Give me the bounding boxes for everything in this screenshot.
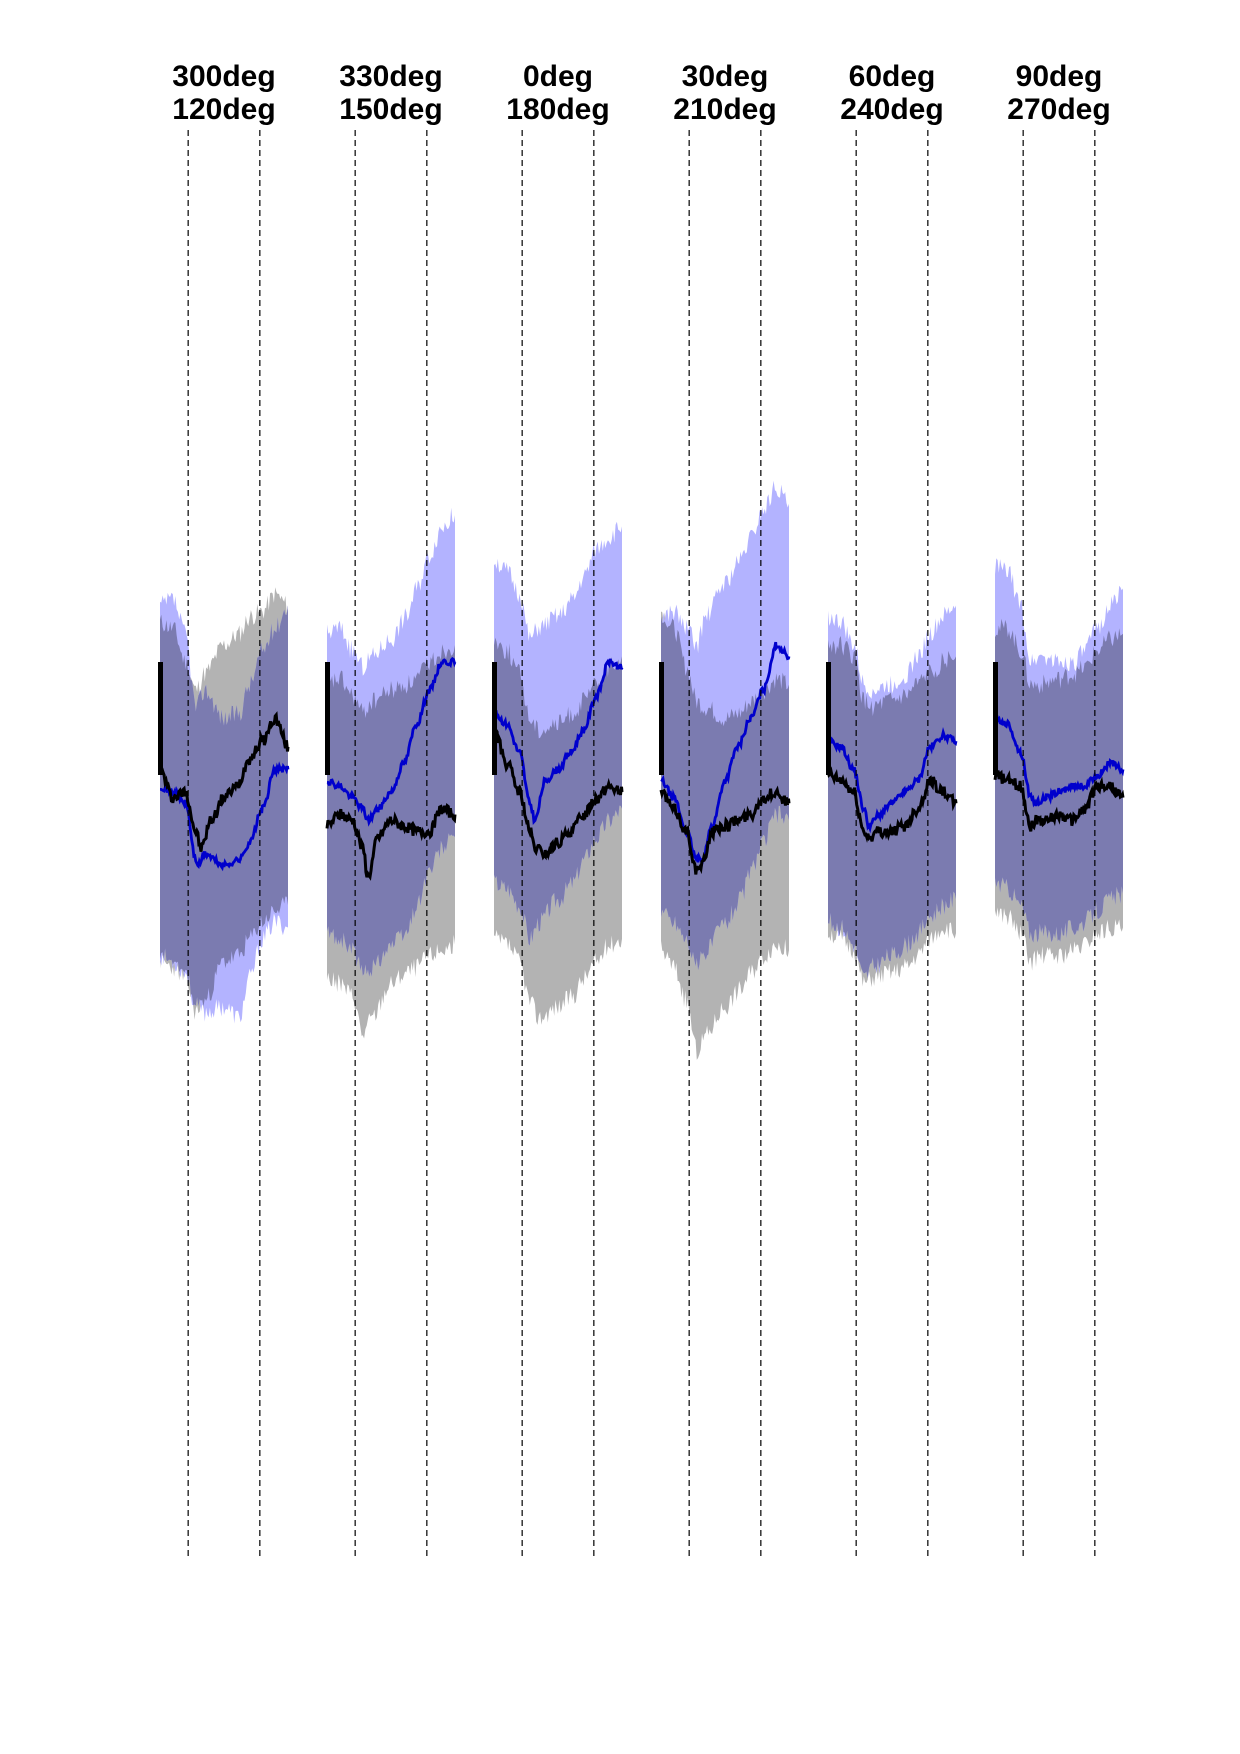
overlap-band: [160, 605, 288, 1007]
blue-mean-line: [993, 713, 1125, 808]
scale-bar: [826, 662, 831, 775]
black-mean-line: [826, 766, 958, 843]
panel-title-bottom: 120deg: [172, 93, 275, 126]
scale-bar: [158, 662, 163, 775]
panels-group: 300deg120deg330deg150deg0deg180deg30deg2…: [158, 60, 1125, 1560]
scale-bar: [993, 662, 998, 775]
overlap-band: [327, 644, 455, 977]
panel-title-bottom: 210deg: [673, 93, 776, 126]
black-mean-line: [659, 785, 791, 875]
panel-title-top: 300deg: [172, 60, 275, 93]
panel-title-top: 330deg: [339, 60, 442, 93]
black-mean-line: [158, 711, 290, 852]
blue-mean-line: [827, 727, 958, 834]
scale-bar: [492, 662, 497, 775]
panel-title-top: 0deg: [523, 60, 593, 93]
scale-bar: [659, 662, 664, 775]
panel-title-top: 90deg: [1016, 60, 1103, 93]
black-mean-line: [325, 802, 457, 881]
black-mean-line: [492, 726, 624, 861]
panel-title-top: 30deg: [682, 60, 769, 93]
blue-mean-line: [326, 656, 457, 827]
panel-title-top: 60deg: [849, 60, 936, 93]
black-mean-line: [993, 769, 1125, 832]
overlap-band: [995, 618, 1123, 943]
scale-bar: [325, 662, 330, 775]
blue-mean-line: [660, 641, 791, 869]
panel-title-bottom: 240deg: [840, 93, 943, 126]
panel-title-bottom: 270deg: [1007, 93, 1110, 126]
panel-title-bottom: 180deg: [506, 93, 609, 126]
panel-title-bottom: 150deg: [339, 93, 442, 126]
overlap-band: [828, 636, 956, 979]
blue-mean-line: [160, 761, 290, 872]
blue-mean-line: [493, 658, 624, 825]
